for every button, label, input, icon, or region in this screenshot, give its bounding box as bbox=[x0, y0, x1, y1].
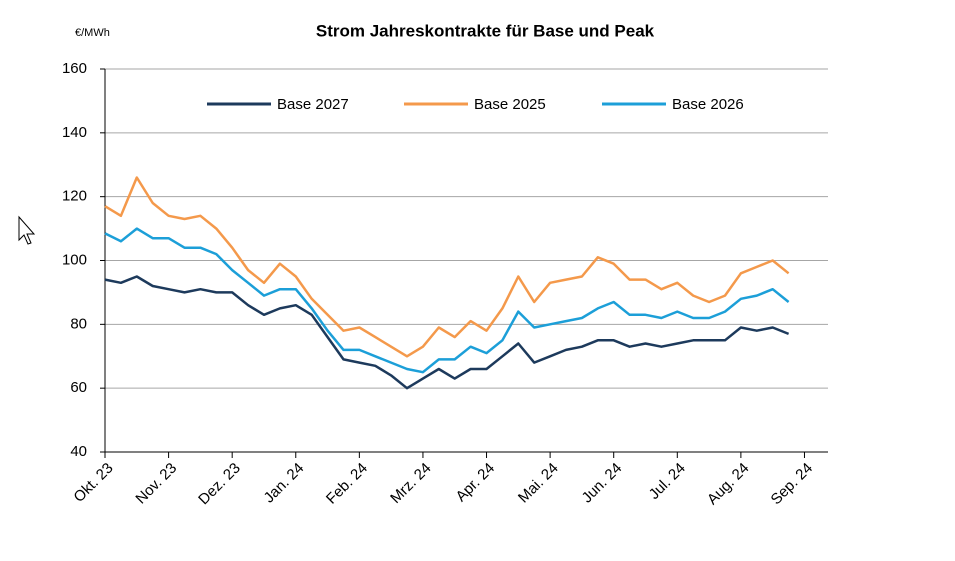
x-tick-label: Feb. 24 bbox=[323, 460, 371, 508]
x-tick-label: Sep. 24 bbox=[768, 460, 817, 509]
legend-label: Base 2027 bbox=[277, 96, 349, 113]
x-tick-label: Mrz. 24 bbox=[387, 460, 434, 507]
y-tick-label: 100 bbox=[62, 251, 87, 268]
x-tick-label: Dez. 23 bbox=[195, 460, 244, 509]
y-tick-label: 40 bbox=[70, 443, 87, 460]
chart-title: Strom Jahreskontrakte für Base und Peak bbox=[316, 21, 655, 40]
x-tick-label: Okt. 23 bbox=[70, 460, 116, 506]
x-tick-label: Apr. 24 bbox=[453, 460, 499, 506]
mouse-cursor bbox=[18, 215, 36, 245]
line-series bbox=[104, 227, 790, 374]
y-tick-label: 80 bbox=[70, 315, 87, 332]
y-tick-label: 140 bbox=[62, 124, 87, 141]
y-tick-label: 60 bbox=[70, 379, 87, 396]
x-tick-label: Jun. 24 bbox=[579, 460, 626, 507]
line-series bbox=[104, 176, 790, 358]
y-tick-label: 160 bbox=[62, 60, 87, 77]
x-tick-label: Aug. 24 bbox=[704, 460, 753, 509]
x-tick-label: Jan. 24 bbox=[261, 460, 308, 507]
legend-label: Base 2026 bbox=[672, 96, 744, 113]
y-axis-label: €/MWh bbox=[75, 27, 110, 39]
y-tick-label: 120 bbox=[62, 188, 87, 205]
x-tick-label: Jul. 24 bbox=[646, 460, 689, 503]
x-tick-label: Mai. 24 bbox=[515, 460, 562, 507]
x-tick-label: Nov. 23 bbox=[132, 460, 180, 508]
legend-label: Base 2025 bbox=[474, 96, 546, 113]
line-series bbox=[104, 275, 790, 390]
